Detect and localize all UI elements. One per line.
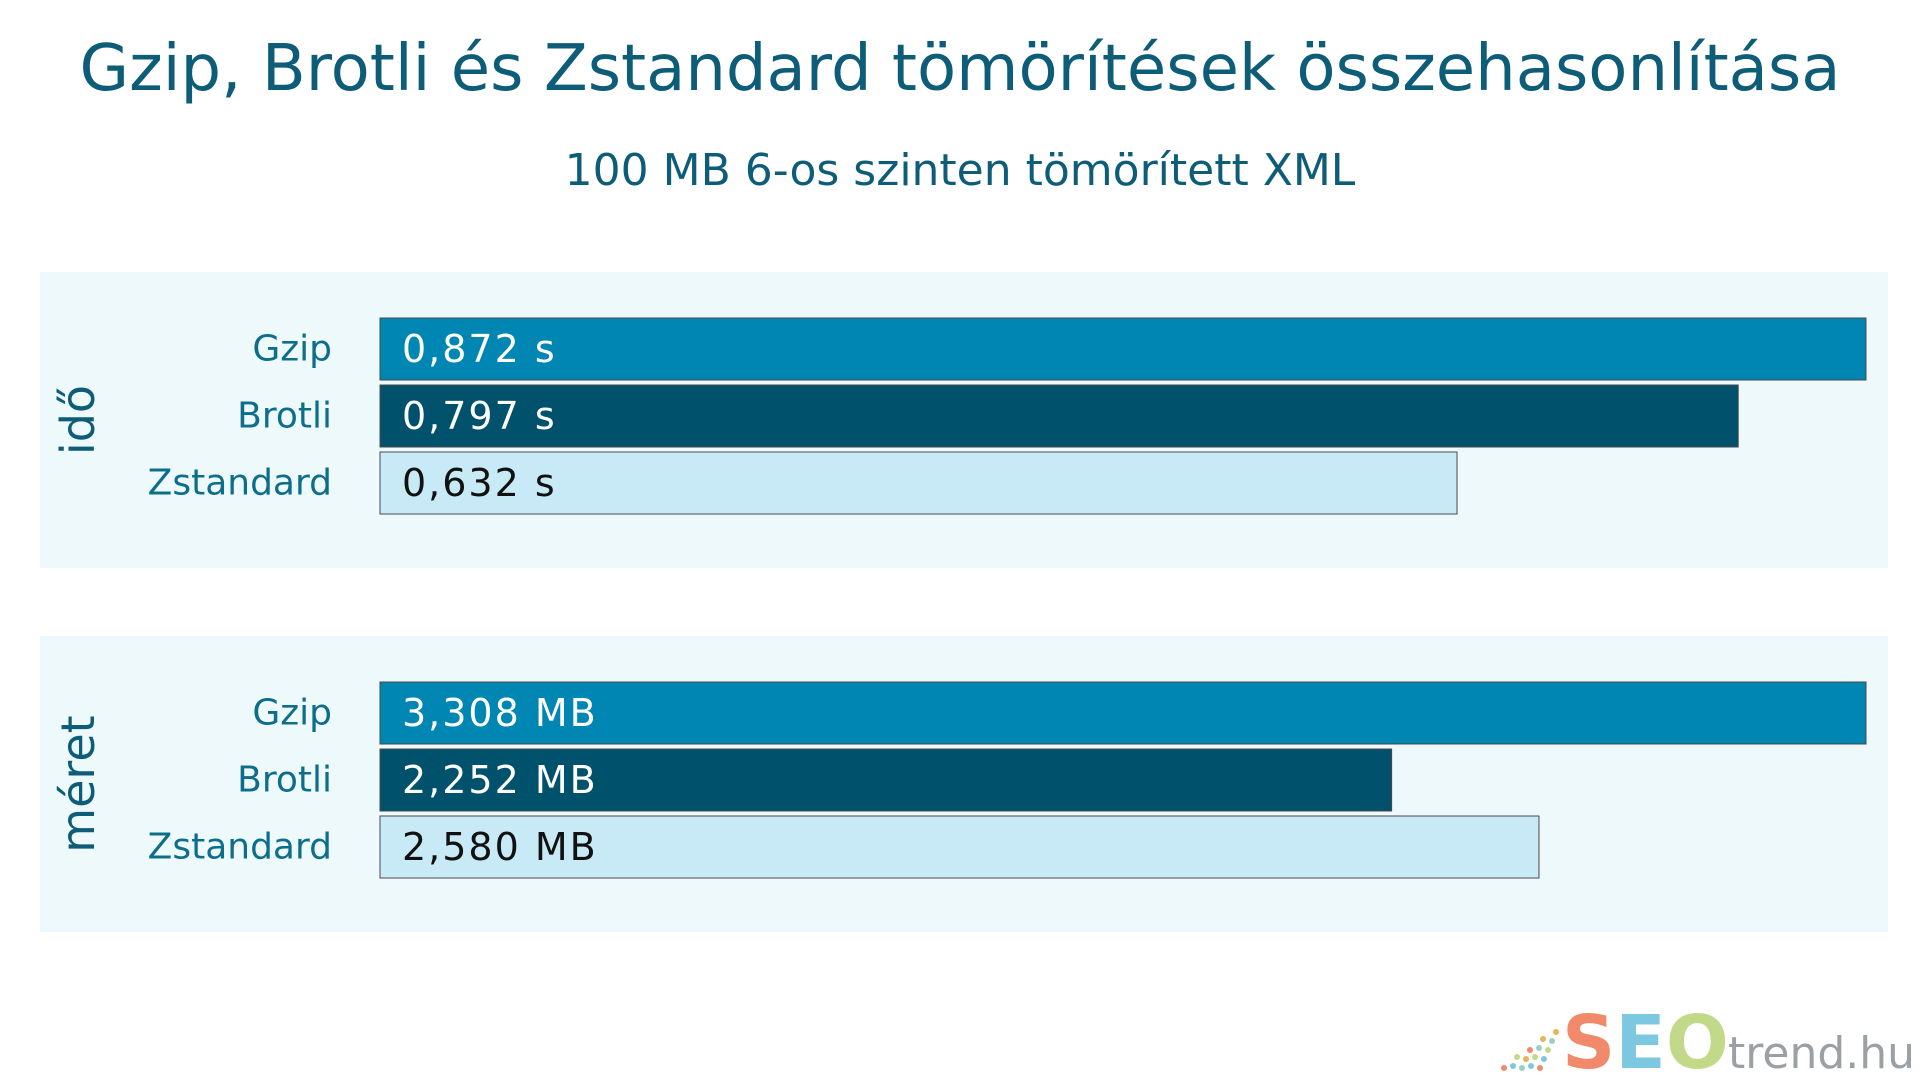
logo-dot	[1523, 1056, 1529, 1062]
logo-dot	[1501, 1065, 1507, 1071]
logo-dot	[1549, 1038, 1555, 1044]
logo-seo-text: SEO	[1562, 1000, 1729, 1080]
category-label: Zstandard	[148, 827, 332, 868]
logo-dot	[1537, 1065, 1543, 1071]
logo-dot	[1553, 1029, 1559, 1035]
data-label: 2,580 MB	[402, 825, 598, 869]
data-label: 0,872 s	[402, 327, 557, 371]
bar	[379, 815, 1540, 879]
logo-dot	[1527, 1047, 1533, 1053]
panel-label: idő	[51, 385, 105, 455]
category-label: Gzip	[252, 693, 332, 734]
chart-title: Gzip, Brotli és Zstandard tömörítések ös…	[79, 32, 1841, 106]
seotrend-logo: SEO trend.hu	[1501, 1000, 1915, 1080]
logo-dot	[1519, 1065, 1525, 1071]
bar	[379, 384, 1739, 448]
data-label: 2,252 MB	[402, 758, 598, 802]
chart-subtitle: 100 MB 6-os szinten tömörített XML	[564, 145, 1356, 196]
logo-dot	[1545, 1047, 1551, 1053]
category-label: Zstandard	[148, 463, 332, 504]
category-label: Gzip	[252, 329, 332, 370]
panel-1: méret Gzip 3,308 MB Brotli 2,252 MB Zstandard…	[40, 636, 1888, 932]
logo-dot	[1541, 1056, 1547, 1062]
bar	[379, 748, 1393, 812]
logo-dots-icon	[1501, 1029, 1559, 1071]
bar	[379, 317, 1867, 381]
bar	[379, 681, 1867, 745]
logo-dot	[1514, 1054, 1520, 1060]
logo-trend-text: trend.hu	[1728, 1028, 1915, 1079]
data-label: 0,632 s	[402, 461, 557, 505]
category-label: Brotli	[237, 760, 332, 801]
panel-0: idő Gzip 0,872 s Brotli 0,797 s Zstandard 0,63…	[40, 272, 1888, 568]
logo-dot	[1532, 1054, 1538, 1060]
panel-label: méret	[51, 715, 105, 852]
bar	[379, 451, 1458, 515]
logo-dot	[1528, 1063, 1534, 1069]
data-label: 0,797 s	[402, 394, 557, 438]
logo-dot	[1540, 1036, 1546, 1042]
data-label: 3,308 MB	[402, 691, 598, 735]
logo-dot	[1510, 1063, 1516, 1069]
logo-dot	[1536, 1045, 1542, 1051]
category-label: Brotli	[237, 396, 332, 437]
